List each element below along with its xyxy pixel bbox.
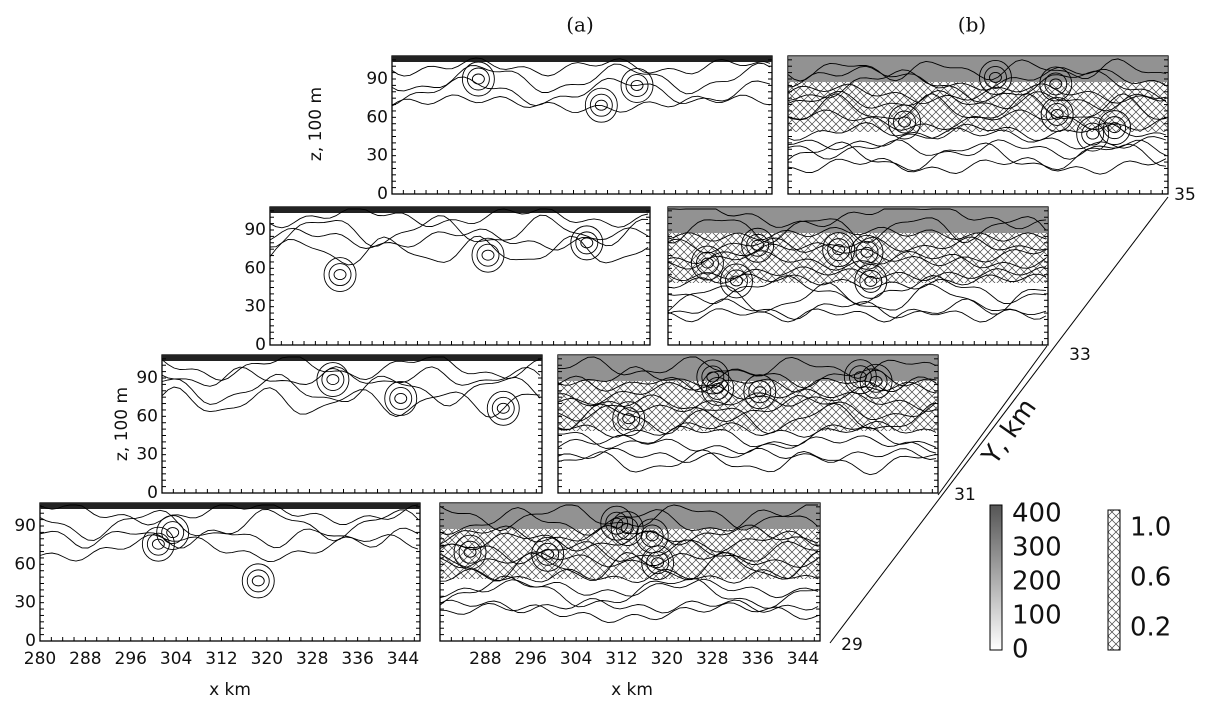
x-tick-label: 336 [341, 649, 373, 669]
hatched-band [440, 529, 820, 579]
contour-panel [162, 355, 542, 493]
y-tick-label: 30 [14, 593, 36, 613]
panel-label: (a) [566, 13, 594, 37]
x-tick-label: 336 [741, 649, 773, 669]
shaded-band [40, 503, 420, 509]
legend-label: 0.2 [1130, 613, 1171, 643]
y-tick-label: 30 [244, 297, 266, 317]
x-tick-label: 304 [160, 649, 192, 669]
x-tick-label: 320 [651, 649, 683, 669]
shaded-band [440, 503, 820, 529]
y-tick-label: 90 [244, 220, 266, 240]
panel-frame [270, 207, 650, 345]
y-tick-label: 90 [366, 69, 388, 89]
legend-label: 200 [1012, 567, 1062, 597]
legend-label: 100 [1012, 601, 1062, 631]
y-tick-label: 0 [377, 184, 388, 204]
legend-label: 0.6 [1130, 563, 1171, 593]
x-tick-label: 280 [24, 649, 56, 669]
x-axis-label: x km [209, 680, 251, 700]
contour-panel [270, 207, 650, 345]
x-tick-label: 328 [296, 649, 328, 669]
y-tick-label: 60 [244, 258, 266, 278]
legend-label: 300 [1012, 533, 1062, 563]
y-km-label: Y, km [976, 393, 1043, 471]
y-tick-label: 30 [136, 445, 158, 465]
legend-bar [1108, 510, 1120, 650]
y-tick-label: 90 [136, 368, 158, 388]
y-level-label: 33 [1069, 345, 1091, 365]
x-tick-label: 296 [515, 649, 547, 669]
shaded-band [558, 355, 938, 381]
y-axis-label: z, 100 m [112, 387, 132, 461]
x-tick-label: 312 [605, 649, 637, 669]
y-tick-label: 60 [136, 406, 158, 426]
contour-panel [558, 355, 938, 493]
y-axis-label: z, 100 m [306, 87, 326, 161]
x-tick-label: 304 [560, 649, 592, 669]
contour-panel [40, 503, 420, 641]
y-level-label: 29 [841, 635, 863, 655]
panel-label: (b) [958, 13, 986, 37]
y-tick-label: 0 [255, 335, 266, 355]
x-tick-label: 344 [387, 649, 419, 669]
y-tick-label: 60 [366, 107, 388, 127]
y-level-label: 35 [1174, 185, 1196, 205]
legend-label: 1.0 [1130, 513, 1171, 543]
y-tick-label: 30 [366, 146, 388, 166]
x-tick-label: 312 [205, 649, 237, 669]
x-tick-label: 296 [115, 649, 147, 669]
shaded-band [162, 355, 542, 361]
x-tick-label: 328 [696, 649, 728, 669]
y-tick-label: 0 [25, 631, 36, 651]
panel-frame [40, 503, 420, 641]
figure: (a) (b) z, 100 m z, 100 m x km x km Y, k… [0, 0, 1211, 704]
contour-panel [668, 207, 1048, 345]
y-tick-label: 0 [147, 483, 158, 503]
x-tick-label: 320 [251, 649, 283, 669]
x-axis-label: x km [611, 680, 653, 700]
legend-bar [990, 505, 1002, 650]
x-tick-label: 288 [69, 649, 101, 669]
legend-label: 400 [1012, 499, 1062, 529]
x-tick-label: 344 [787, 649, 819, 669]
y-level-label: 31 [954, 485, 976, 505]
shaded-band [788, 56, 1168, 82]
x-tick-label: 288 [469, 649, 501, 669]
panel-frame [392, 56, 772, 194]
shaded-band [270, 207, 650, 213]
contour-panel [440, 503, 820, 641]
y-tick-label: 60 [14, 554, 36, 574]
contour-panel [788, 56, 1168, 194]
y-tick-label: 90 [14, 516, 36, 536]
contour-panel [392, 56, 772, 194]
legend-label: 0 [1012, 635, 1029, 665]
